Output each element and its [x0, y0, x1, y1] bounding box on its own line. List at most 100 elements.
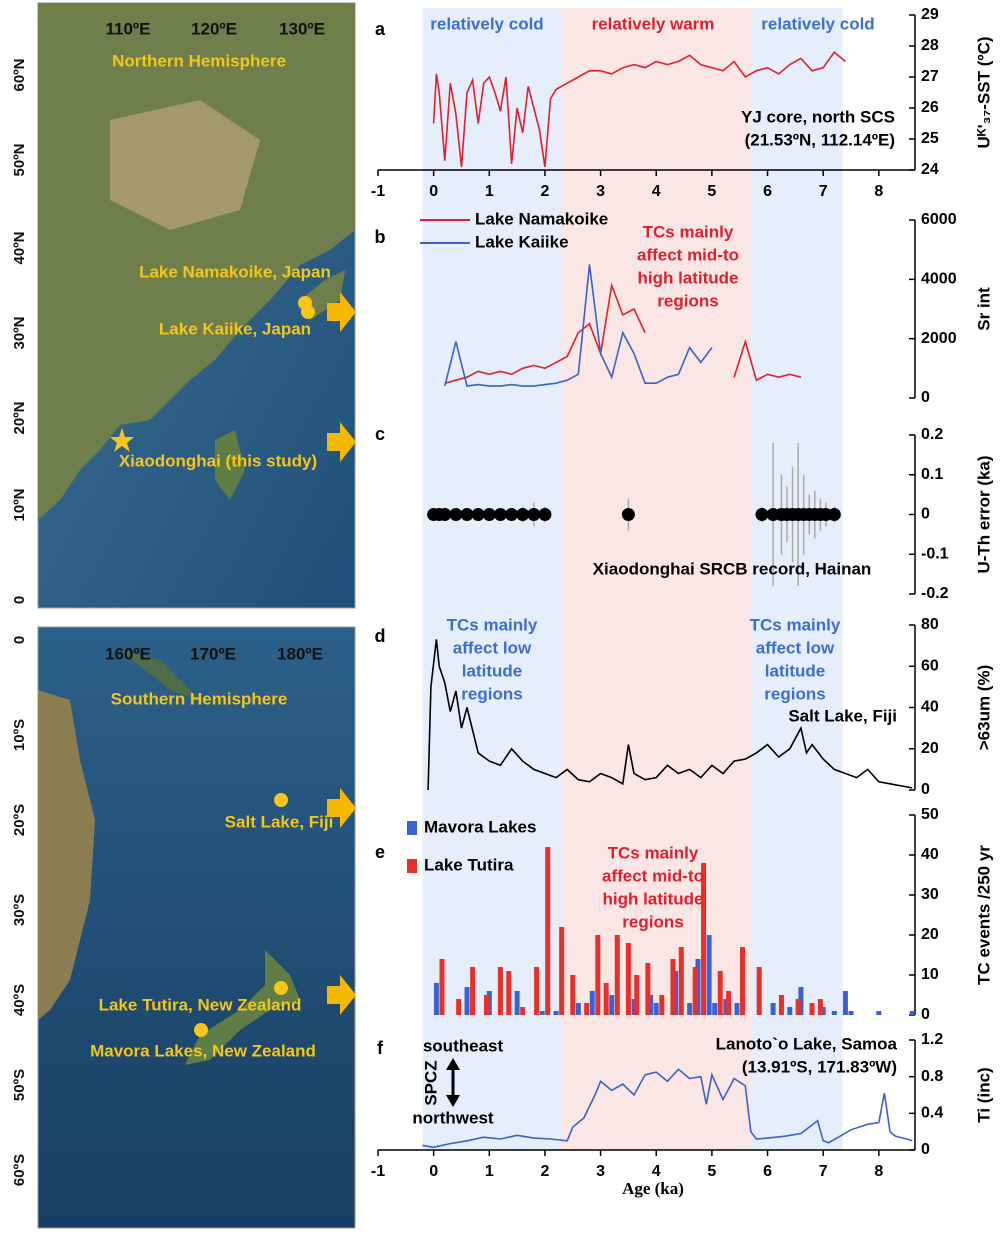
annotation: TCs mainly [608, 843, 699, 862]
site-label: Salt Lake, Fiji [225, 812, 334, 831]
legend-label: Lake Tutira [424, 855, 514, 874]
longitude-label: 130ºE [279, 19, 325, 38]
bar [484, 995, 490, 1015]
arrow [327, 292, 356, 332]
bar [778, 995, 784, 1015]
x-tick-label: 7 [819, 183, 828, 200]
panel: f 0 0.4 0.8 1.2 Ti (inc) -1 0 1 2 3 4 5 6 7 8 southeast n… [371, 1031, 994, 1180]
longitude-label: 170ºE [190, 644, 236, 663]
panel: b 0 2000 4000 6000 Sr int Lake Namakoike Lake K… [375, 209, 994, 406]
site-marker [274, 981, 288, 995]
longitude-label: 160ºE [105, 644, 151, 663]
bar [603, 983, 609, 1015]
point [460, 508, 474, 521]
x-tick-label: 6 [763, 183, 772, 200]
latitude-label: 20ºS [11, 804, 28, 836]
annotation: affect low [453, 638, 532, 657]
shaded-period [422, 8, 562, 1150]
bar [701, 863, 707, 1015]
annotation: latitude [462, 661, 522, 680]
annotation: latitude [765, 661, 825, 680]
bar [584, 1003, 590, 1015]
annotation: Lanoto`o Lake, Samoa [716, 1034, 898, 1053]
latitude-label: 0 [11, 636, 28, 644]
y-tick-label: 29 [921, 6, 939, 23]
bar [464, 987, 470, 1015]
site-marker [110, 428, 134, 452]
y-tick-label: 0 [921, 1141, 930, 1158]
y-tick-label: 60 [921, 657, 939, 674]
legend-label: Lake Kaiike [475, 232, 569, 251]
y-axis-label: TC events /250 yr [974, 845, 993, 985]
bar [734, 1003, 740, 1015]
longitude-label: 180ºE [277, 644, 323, 663]
annotation: relatively cold [430, 14, 543, 33]
bar [831, 1011, 837, 1015]
bar [726, 991, 732, 1015]
annotation: Salt Lake, Fiji [788, 706, 897, 725]
latitude-label: 60ºS [11, 1154, 28, 1186]
desert [110, 100, 260, 230]
land [120, 650, 200, 700]
x-tick-label: 7 [819, 1163, 828, 1180]
y-axis-label: U-Th error (ka) [974, 455, 993, 573]
map-title: Southern Hemisphere [111, 689, 288, 708]
bar [631, 999, 637, 1015]
bar [609, 995, 615, 1015]
y-tick-label: 20 [921, 926, 939, 943]
annotation: high latitude [602, 889, 703, 908]
panel: e 0 10 20 30 40 50 TC events /250 yr Mavora Lake… [375, 806, 993, 1023]
site-label: Xiaodonghai (this study) [119, 451, 317, 470]
annotation: TCs mainly [643, 222, 734, 241]
x-tick-label: 0 [429, 183, 438, 200]
annotation: TCs mainly [447, 615, 538, 634]
annotation: regions [461, 684, 522, 703]
line [427, 639, 913, 791]
annotation: southeast [423, 1036, 504, 1055]
bar [817, 999, 823, 1015]
bar [842, 991, 848, 1015]
legend-label: Lake Namakoike [475, 209, 608, 228]
y-tick-label: 20 [921, 740, 939, 757]
bar [433, 983, 439, 1015]
site-label: Mavora Lakes, New Zealand [90, 1041, 316, 1060]
y-tick-label: -0.1 [921, 545, 949, 562]
line [444, 282, 802, 384]
bar [506, 971, 512, 1015]
bar [589, 991, 595, 1015]
y-tick-label: 0.2 [921, 426, 943, 443]
annotation: relatively cold [761, 14, 874, 33]
panel-label: b [375, 227, 386, 247]
bar [486, 991, 492, 1015]
bar [739, 947, 745, 1015]
bar [497, 967, 503, 1015]
annotation: Xiaodonghai SRCB record, Hainan [593, 559, 872, 578]
annotation: (13.91ºS, 171.83ºW) [742, 1057, 897, 1076]
bar [534, 967, 540, 1015]
point [527, 508, 541, 521]
y-tick-label: 2000 [921, 330, 957, 347]
x-tick-label: 3 [596, 183, 605, 200]
point [538, 508, 552, 521]
point [621, 508, 635, 521]
bar [717, 971, 723, 1015]
y-axis-label: Sr int [974, 287, 993, 331]
bar [795, 999, 801, 1015]
map-title: Northern Hemisphere [112, 51, 286, 70]
point [482, 508, 496, 521]
ocean [37, 626, 356, 1229]
x-tick-label: 1 [485, 1163, 494, 1180]
x-axis-label: Age (ka) [622, 1179, 684, 1198]
y-tick-label: 0.8 [921, 1068, 943, 1085]
x-tick-label: 5 [707, 183, 716, 200]
y-tick-label: 24 [921, 161, 939, 178]
annotation: affect mid-to [602, 866, 704, 885]
bar [456, 999, 462, 1015]
longitude-label: 110ºE [106, 19, 151, 38]
y-axis-label: >63um (%) [974, 665, 993, 751]
latitude-label: 0 [11, 596, 28, 604]
bar [539, 1011, 545, 1015]
line [432, 51, 846, 168]
legend-swatch [407, 859, 417, 873]
